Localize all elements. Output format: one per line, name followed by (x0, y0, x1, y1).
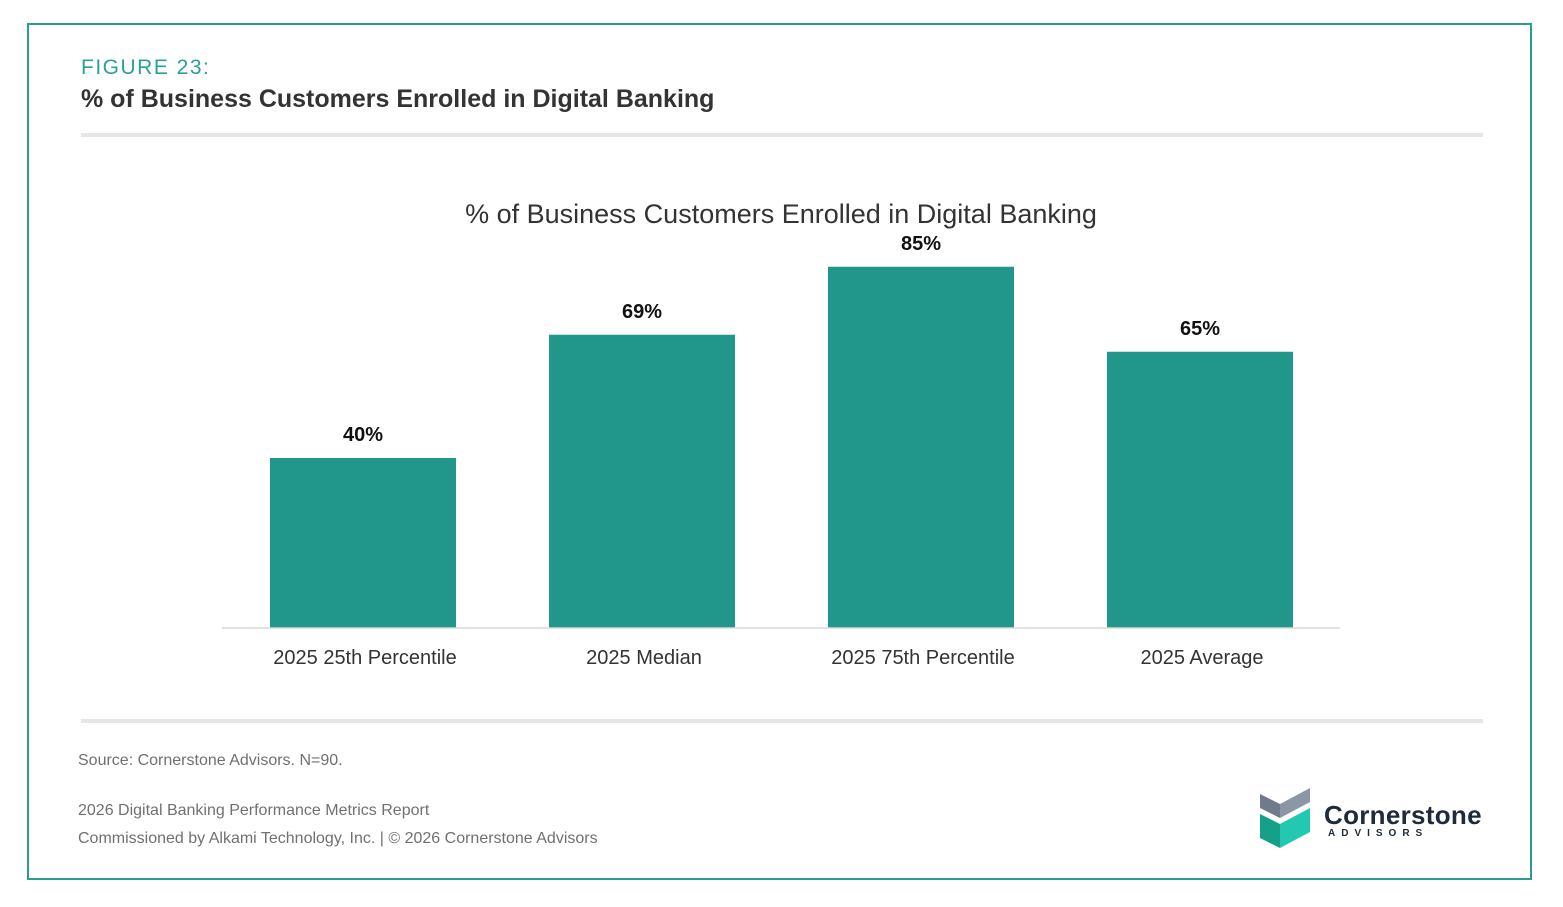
x-tick-label-4: 2025 Average (1140, 647, 1263, 669)
bar-3 (828, 266, 1014, 628)
data-label-3: 85% (901, 233, 941, 255)
x-tick-label-3: 2025 75th Percentile (831, 647, 1014, 669)
bottom-divider (81, 719, 1483, 723)
bar-4 (1107, 351, 1293, 628)
x-tick-label-2: 2025 Median (586, 647, 702, 669)
figure-label: FIGURE 23: (81, 56, 211, 79)
top-divider (81, 133, 1483, 137)
cornerstone-cube-icon (1260, 788, 1310, 848)
figure-title: % of Business Customers Enrolled in Digi… (81, 85, 715, 113)
figure-frame (27, 23, 1532, 880)
commission-note: Commissioned by Alkami Technology, Inc. … (78, 830, 598, 847)
logo-subtitle: ADVISORS (1328, 828, 1429, 839)
report-name: 2026 Digital Banking Performance Metrics… (78, 802, 430, 819)
x-tick-label-1: 2025 25th Percentile (273, 647, 456, 669)
data-label-4: 65% (1180, 318, 1220, 340)
bar-1 (270, 458, 456, 628)
bar-2 (549, 334, 735, 628)
source-note: Source: Cornerstone Advisors. N=90. (78, 752, 343, 769)
cornerstone-logo: Cornerstone ADVISORS (1258, 786, 1488, 852)
data-label-1: 40% (343, 424, 383, 446)
logo-wordmark: Cornerstone (1324, 800, 1482, 830)
data-label-2: 69% (622, 301, 662, 323)
chart-title: % of Business Customers Enrolled in Digi… (465, 199, 1097, 229)
